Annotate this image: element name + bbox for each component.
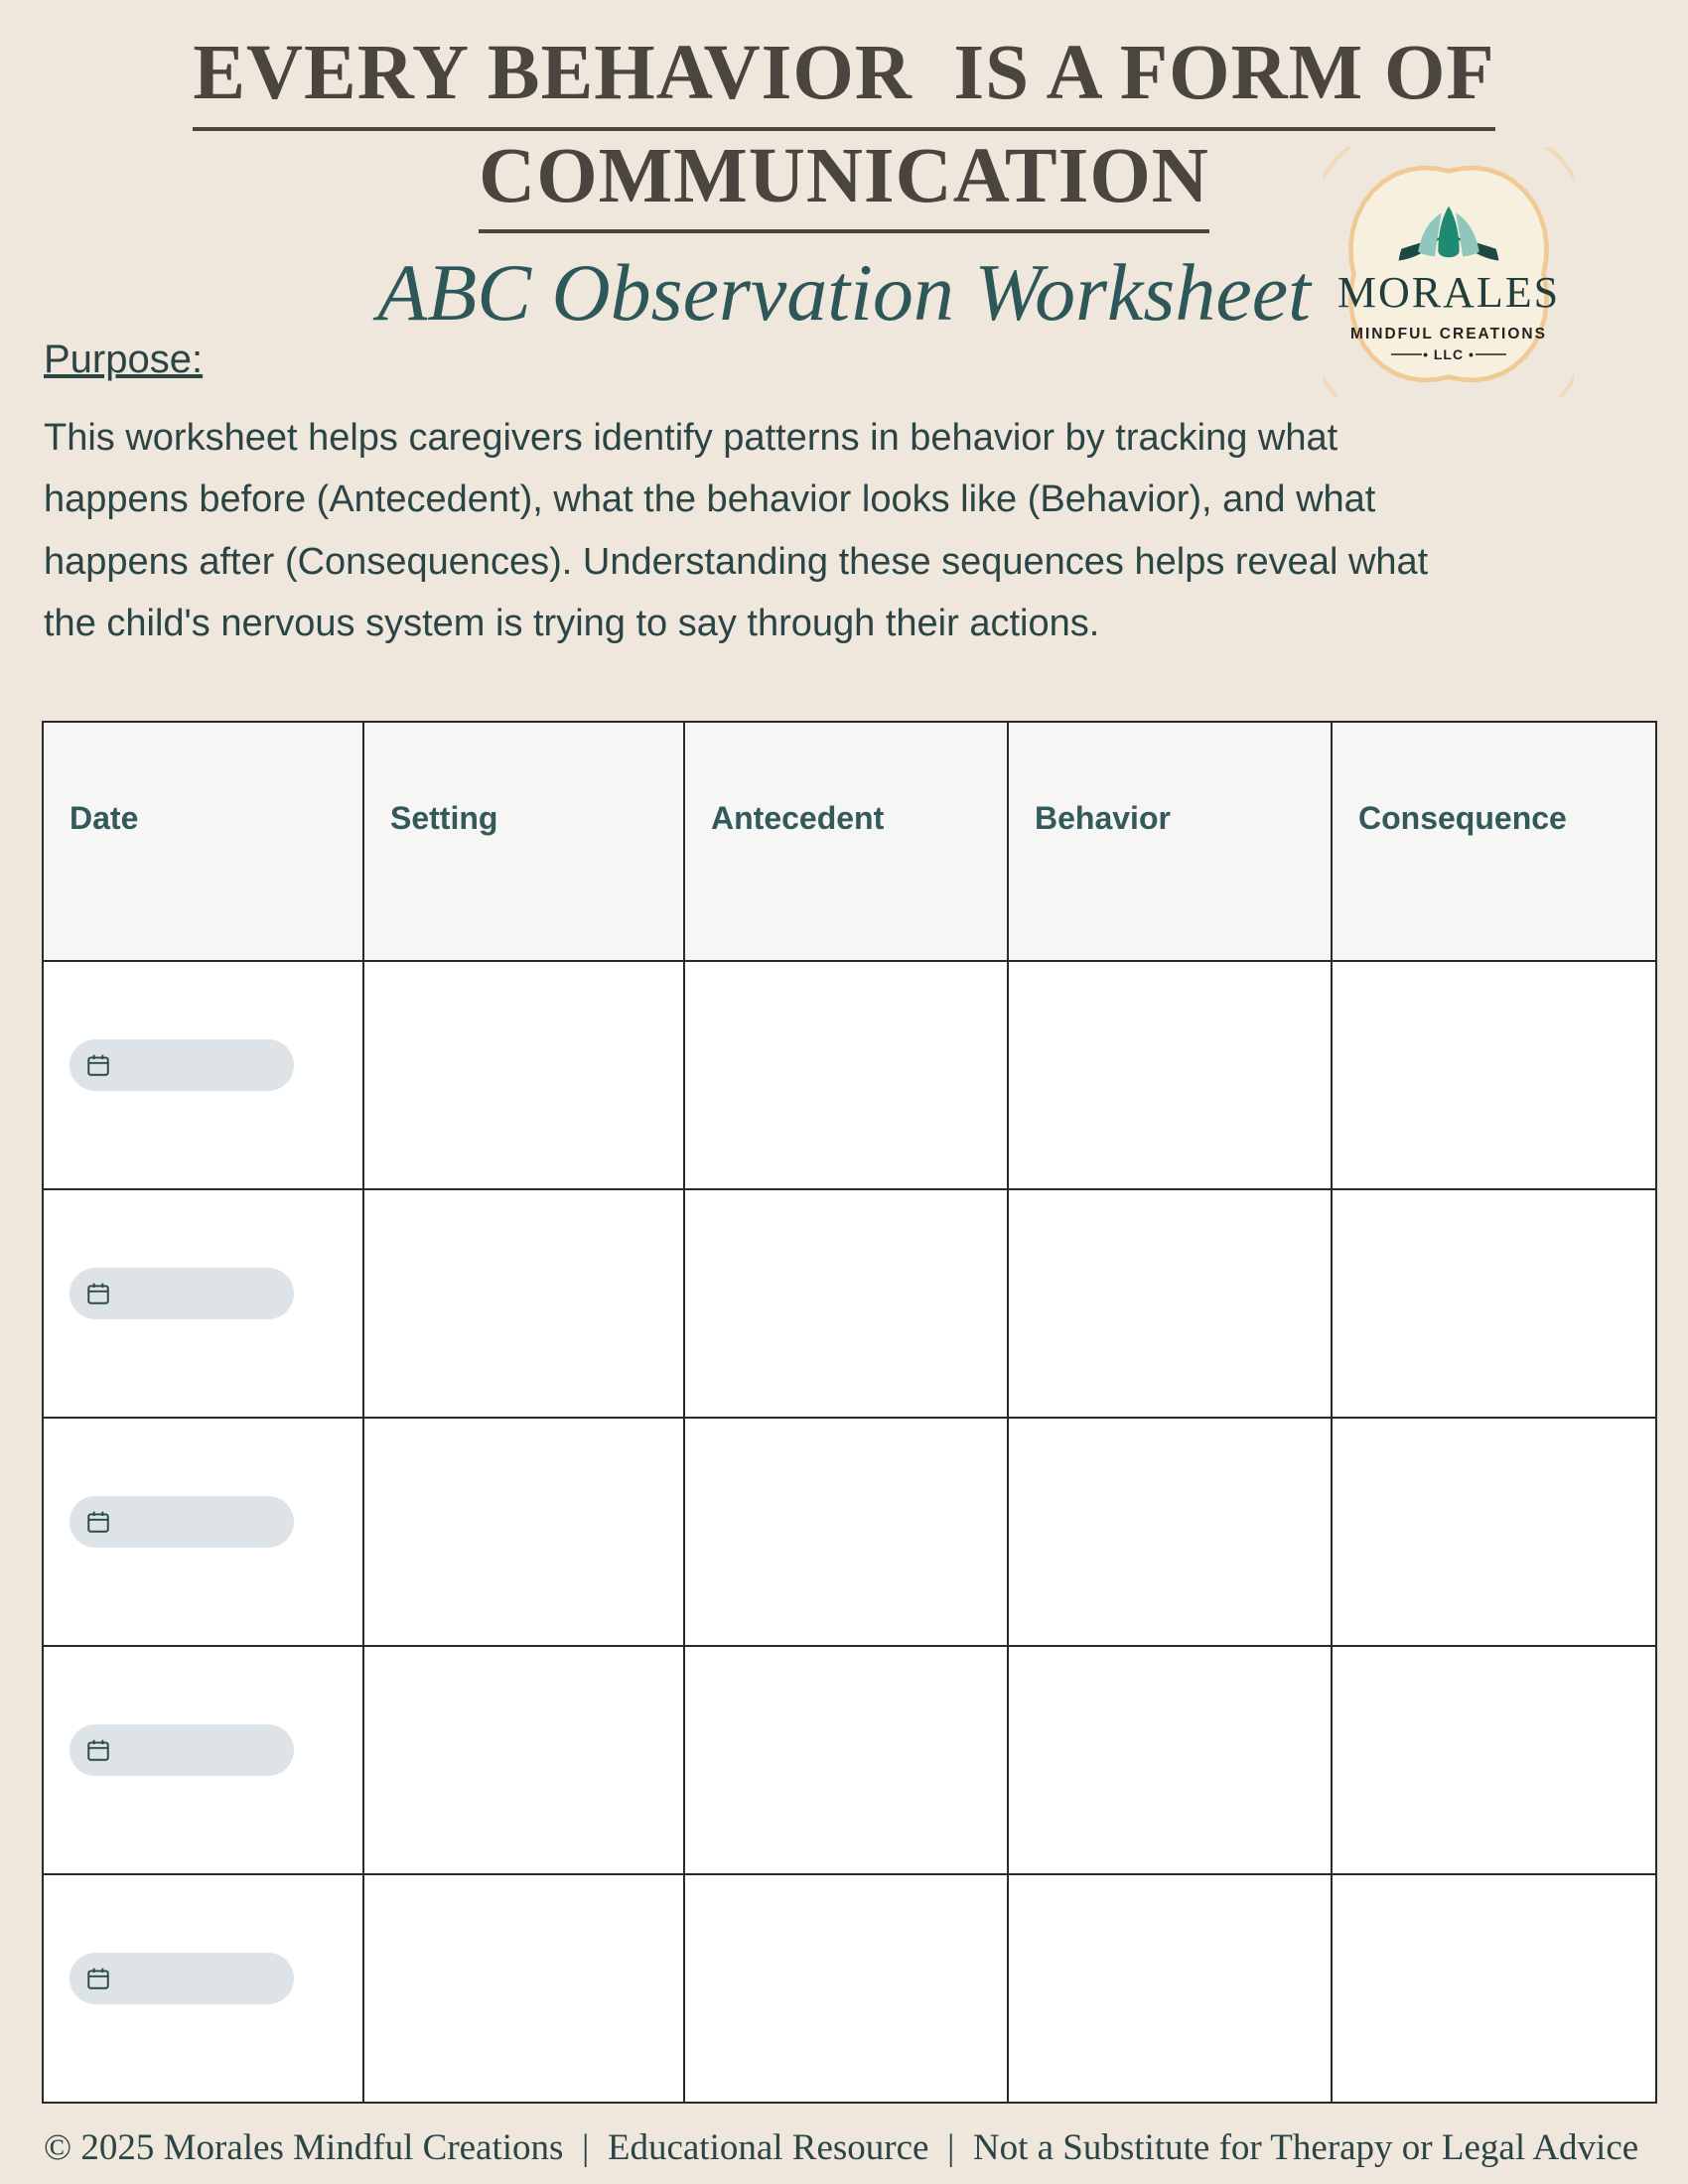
svg-text:• LLC •: • LLC •	[1423, 346, 1475, 362]
svg-text:MORALES: MORALES	[1337, 268, 1560, 317]
svg-text:MINDFUL CREATIONS: MINDFUL CREATIONS	[1350, 326, 1547, 342]
